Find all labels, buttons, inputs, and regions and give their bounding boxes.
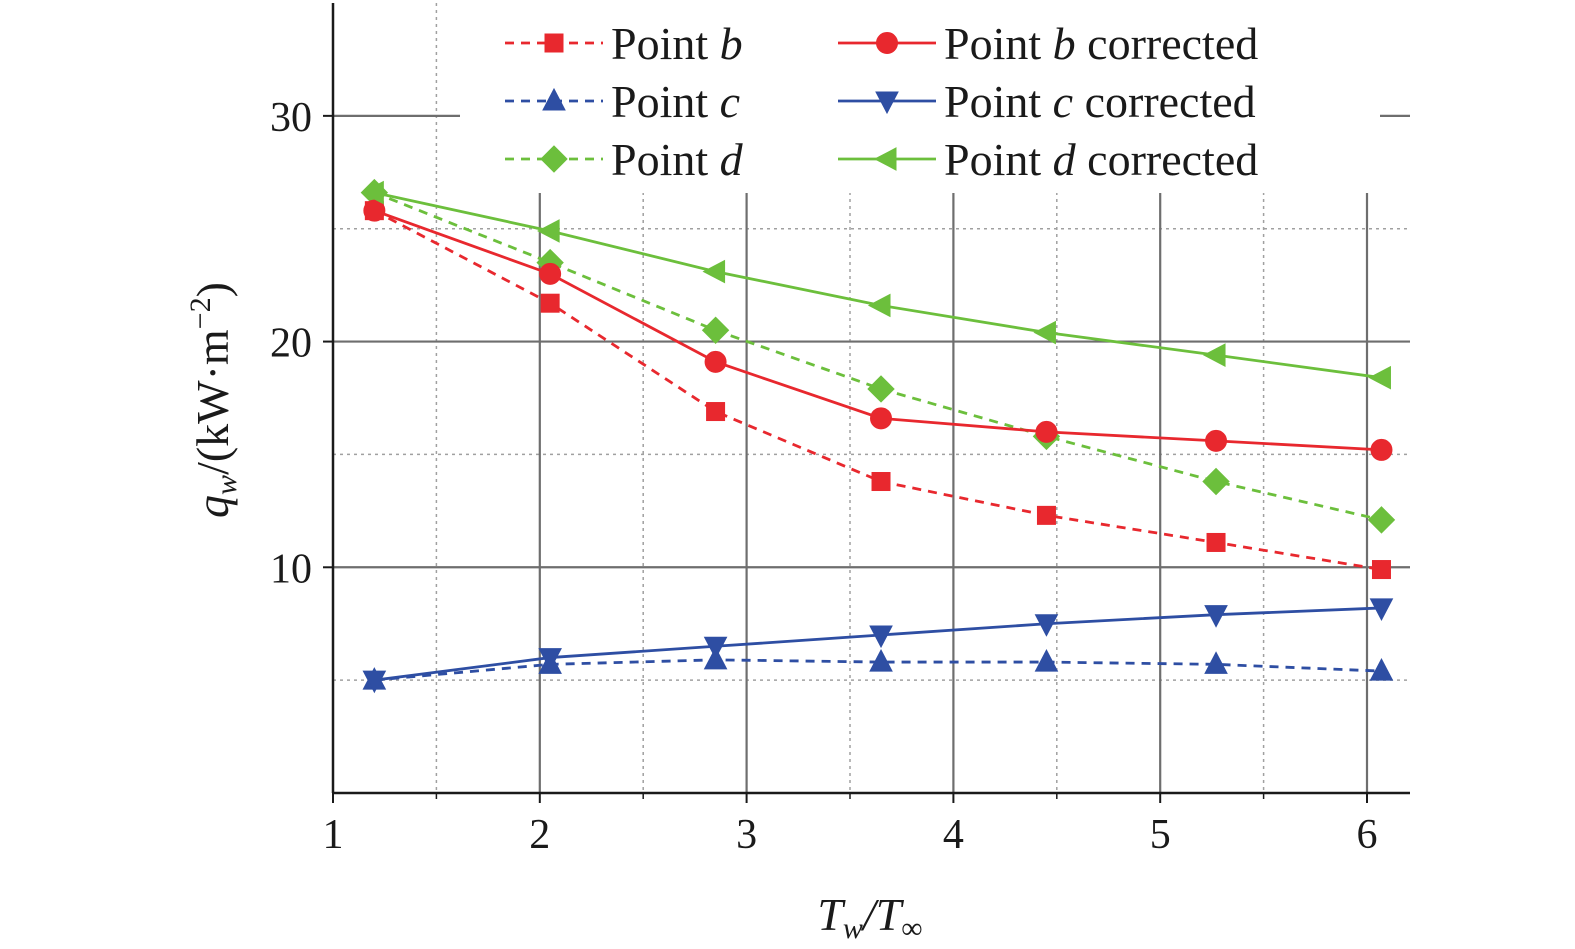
data-point xyxy=(1369,598,1394,621)
data-point xyxy=(539,262,562,285)
legend-background xyxy=(460,3,1380,193)
legend-item: Point c corrected xyxy=(838,76,1256,127)
data-point xyxy=(870,407,893,430)
legend-label: Point d xyxy=(611,134,744,185)
legend-marker xyxy=(544,33,564,53)
legend-label: Point d corrected xyxy=(944,134,1258,185)
legend-label: Point b xyxy=(611,18,743,69)
y-tick-label: 10 xyxy=(270,546,312,592)
x-tick-label: 4 xyxy=(943,812,964,858)
data-point xyxy=(702,259,726,284)
legend-marker xyxy=(875,91,899,115)
data-point xyxy=(1202,467,1230,496)
x-tick-label: 1 xyxy=(323,812,344,858)
legend-marker xyxy=(542,87,566,111)
data-point xyxy=(1371,560,1391,580)
y-tick-label: 20 xyxy=(270,321,312,367)
data-point xyxy=(869,649,893,672)
data-point xyxy=(1205,429,1228,452)
x-tick-label: 2 xyxy=(529,812,550,858)
data-point xyxy=(538,648,562,671)
data-point xyxy=(703,636,728,660)
data-point xyxy=(871,472,891,492)
y-label-a-sub: w xyxy=(210,475,243,495)
data-point xyxy=(869,625,893,649)
legend-marker xyxy=(876,32,898,54)
data-point xyxy=(701,316,730,344)
x-tick-label: 6 xyxy=(1357,812,1378,858)
data-point xyxy=(1369,658,1394,681)
data-point xyxy=(1204,651,1228,674)
data-point xyxy=(867,375,895,403)
legend-marker xyxy=(873,147,897,171)
x-tick-label: 3 xyxy=(736,812,757,858)
x-label-a-sub: w xyxy=(843,912,863,945)
x-tick-label: 5 xyxy=(1150,812,1171,858)
y-label-c: ) xyxy=(187,282,238,297)
x-label-b: /T xyxy=(860,889,905,940)
series-point-c xyxy=(362,646,1394,690)
series-line xyxy=(374,191,1382,380)
series-point-d-corrected xyxy=(361,180,1391,390)
data-point xyxy=(1367,506,1396,534)
legend-label: Point c corrected xyxy=(944,76,1256,127)
legend: Point b Point c Point d Point b corrected Po… xyxy=(460,3,1380,193)
axes: 1 2 3 4 5 6 10 20 30 xyxy=(270,3,1410,858)
data-point xyxy=(1034,649,1059,672)
data-point xyxy=(363,199,386,222)
data-point xyxy=(1368,365,1391,390)
data-point xyxy=(1202,343,1226,367)
legend-marker xyxy=(540,145,568,173)
y-tick-label: 30 xyxy=(270,95,312,141)
x-label-b-sub: ∞ xyxy=(901,912,922,945)
x-label-a: T xyxy=(817,889,846,940)
legend-item: Point d xyxy=(505,134,744,185)
data-point xyxy=(1036,505,1056,525)
y-label-a: q xyxy=(187,495,238,518)
data-point xyxy=(1034,614,1059,637)
data-point xyxy=(537,219,560,243)
y-label-b-sup: −2 xyxy=(184,297,217,329)
legend-label: Point b corrected xyxy=(944,18,1258,69)
legend-item: Point c xyxy=(505,76,740,127)
data-point xyxy=(540,293,560,313)
data-point xyxy=(1370,438,1393,461)
series-point-c-corrected xyxy=(362,598,1394,694)
data-point xyxy=(704,350,727,373)
data-point xyxy=(361,180,384,205)
data-point xyxy=(1033,320,1056,345)
data-point xyxy=(867,293,891,318)
series-area xyxy=(360,178,1396,694)
data-point xyxy=(1206,532,1226,552)
y-label-b: /(kW·m xyxy=(187,329,238,475)
data-point xyxy=(1035,420,1058,443)
legend-item: Point b xyxy=(505,18,743,69)
series-point-b-corrected xyxy=(363,199,1393,461)
legend-item: Point d corrected xyxy=(838,134,1258,185)
y-axis-label: qw/(kW·m−2) xyxy=(184,282,243,518)
legend-item: Point b corrected xyxy=(838,18,1258,69)
data-point xyxy=(362,670,387,694)
legend-label: Point c xyxy=(611,76,740,127)
x-axis-label: Tw/T∞ xyxy=(817,889,922,945)
data-point xyxy=(1204,605,1228,628)
data-point xyxy=(706,402,726,422)
